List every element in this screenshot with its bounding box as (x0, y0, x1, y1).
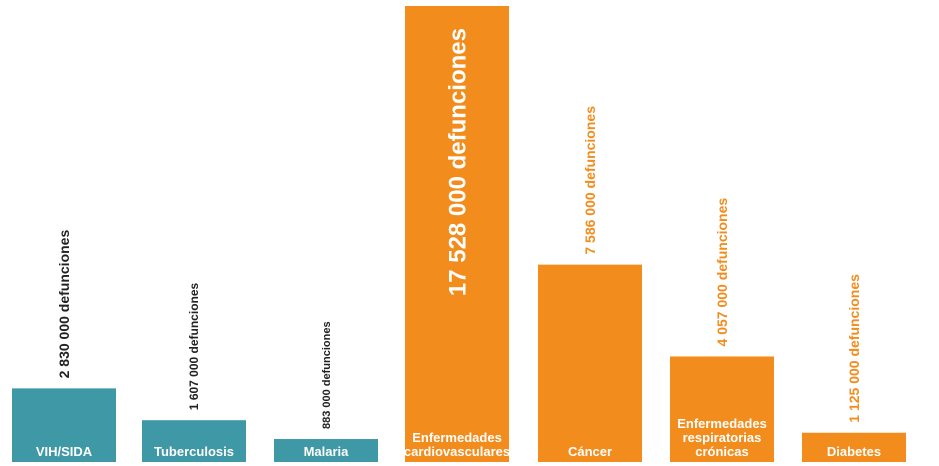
category-label-2: Tuberculosis (154, 444, 234, 459)
bar-3 (274, 439, 378, 462)
value-label-4: 17 528 000 defunciones (444, 28, 471, 296)
bar-2 (142, 420, 246, 462)
bar-7 (802, 432, 906, 462)
category-label-5: Cáncer (568, 444, 612, 459)
category-label-7: Diabetes (827, 444, 881, 459)
category-label-line: crónicas (695, 444, 748, 459)
bar-5 (538, 264, 642, 462)
category-label-line: respiratorias (683, 430, 762, 445)
category-label-line: Enfermedades (677, 416, 767, 431)
category-label-3: Malaria (304, 444, 350, 459)
value-label-1: 2 830 000 defunciones (56, 230, 72, 379)
bar-6 (670, 356, 774, 462)
value-label-group-6: 4 057 000 defunciones (714, 198, 730, 347)
value-label-group-3: 883 000 defunciones (321, 321, 333, 429)
category-label-6: Enfermedades respiratorias crónicas (677, 416, 767, 459)
bar-1 (12, 388, 116, 462)
bar-4 (405, 6, 509, 462)
value-label-7: 1 125 000 defunciones (846, 274, 862, 423)
category-label-4: Enfermedades cardiovasculares (404, 430, 510, 459)
category-label-line: Cáncer (568, 444, 612, 459)
value-label-5: 7 586 000 defunciones (582, 106, 598, 255)
value-label-3: 883 000 defunciones (321, 321, 333, 429)
category-label-line: Enfermedades (412, 430, 502, 445)
category-label-1: VIH/SIDA (36, 444, 93, 459)
value-label-6: 4 057 000 defunciones (714, 198, 730, 347)
category-label-line: Malaria (304, 444, 350, 459)
category-label-line: VIH/SIDA (36, 444, 93, 459)
value-label-group-5: 7 586 000 defunciones (582, 106, 598, 255)
value-label-2: 1 607 000 defunciones (187, 282, 201, 410)
category-label-line: Diabetes (827, 444, 881, 459)
category-label-line: Tuberculosis (154, 444, 234, 459)
value-label-group-4: 17 528 000 defunciones (444, 28, 471, 296)
value-label-group-7: 1 125 000 defunciones (846, 274, 862, 423)
value-label-group-2: 1 607 000 defunciones (187, 282, 201, 410)
category-label-line: cardiovasculares (404, 444, 510, 459)
value-label-group-1: 2 830 000 defunciones (56, 230, 72, 379)
